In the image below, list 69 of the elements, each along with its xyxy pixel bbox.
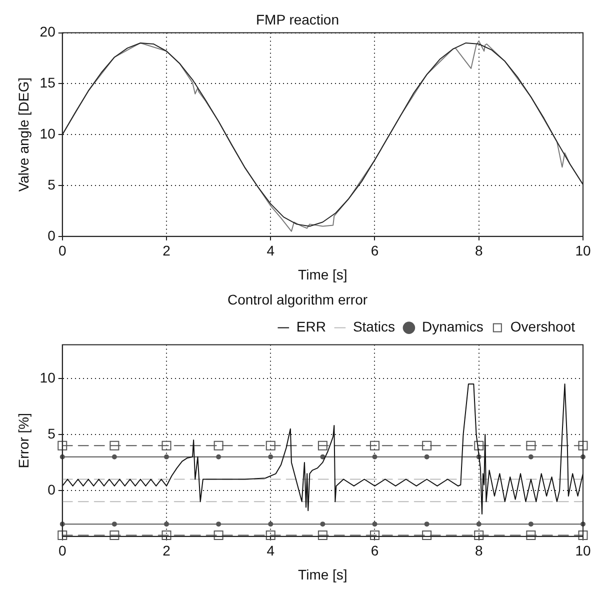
x-tick-label: 2	[162, 542, 171, 559]
point	[424, 522, 430, 527]
point	[164, 454, 169, 460]
x-tick-label: 4	[266, 542, 275, 559]
y-tick-label: 5	[48, 425, 56, 442]
point	[320, 522, 326, 527]
point	[318, 440, 328, 450]
point	[214, 440, 224, 450]
point	[476, 522, 482, 527]
point	[370, 440, 380, 450]
y-tick-label: 10	[40, 369, 56, 386]
legend-label: Dynamics	[422, 318, 484, 335]
point	[214, 530, 224, 540]
point	[110, 530, 120, 540]
x-tick-label: 0	[58, 242, 66, 259]
point	[578, 440, 588, 450]
point	[110, 440, 120, 450]
x-tick-label: 2	[162, 242, 171, 259]
point	[162, 530, 172, 540]
legend-label: Overshoot	[510, 318, 576, 335]
point	[372, 522, 378, 527]
x-tick-label: 0	[58, 542, 66, 559]
point	[268, 522, 274, 527]
y-tick-label: 20	[40, 24, 56, 40]
point	[526, 440, 536, 450]
point	[112, 522, 117, 527]
point	[112, 454, 117, 460]
point	[578, 530, 588, 540]
point	[216, 454, 222, 460]
point	[318, 530, 328, 540]
point	[58, 440, 68, 450]
point	[164, 522, 169, 527]
point	[526, 530, 536, 540]
x-tick-label: 4	[266, 242, 275, 259]
y-axis-title: Error [%]	[15, 412, 32, 468]
point	[528, 454, 534, 460]
x-axis-title: Time [s]	[298, 566, 348, 582]
y-tick-label: 0	[48, 481, 56, 498]
point	[424, 454, 430, 460]
x-tick-label: 8	[474, 242, 483, 259]
point	[422, 440, 432, 450]
point	[422, 530, 432, 540]
x-tick-label: 10	[575, 542, 591, 559]
legend-label: Statics	[352, 318, 395, 335]
point	[528, 522, 534, 527]
point	[162, 440, 172, 450]
chart-title: Control algorithm error	[227, 291, 368, 308]
point	[268, 454, 274, 460]
x-tick-label: 6	[370, 242, 379, 259]
point	[320, 454, 326, 460]
point	[58, 530, 68, 540]
y-tick-label: 10	[40, 125, 56, 142]
point	[266, 530, 276, 540]
point	[474, 440, 484, 450]
x-axis-title: Time [s]	[298, 266, 348, 282]
x-tick-label: 8	[474, 542, 483, 559]
y-tick-label: 0	[48, 227, 56, 244]
point	[216, 522, 222, 527]
y-tick-label: 5	[48, 176, 56, 192]
point	[372, 454, 378, 460]
point	[266, 440, 276, 450]
point	[474, 530, 484, 540]
point	[370, 530, 380, 540]
x-tick-label: 10	[575, 242, 591, 259]
x-tick-label: 6	[370, 542, 379, 559]
y-axis-title: Valve angle [DEG]	[15, 78, 32, 192]
chart-title: FMP reaction	[256, 11, 339, 28]
y-tick-label: 15	[40, 74, 56, 91]
legend-label: ERR	[296, 318, 326, 335]
